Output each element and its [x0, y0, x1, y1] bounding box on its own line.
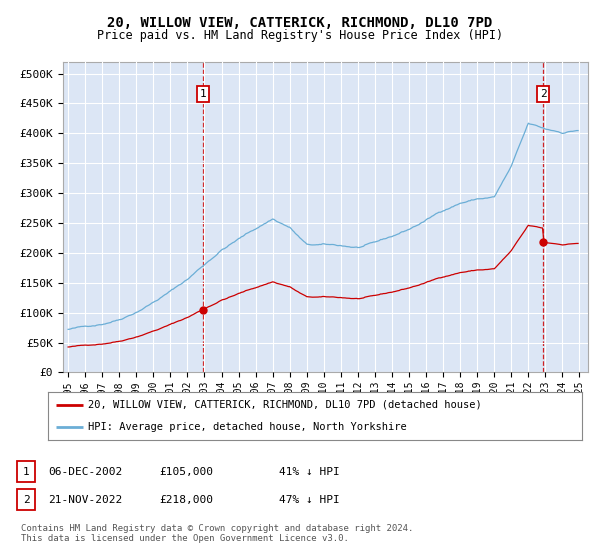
Text: 47% ↓ HPI: 47% ↓ HPI	[279, 494, 340, 505]
Text: 2: 2	[23, 494, 30, 505]
Text: 21-NOV-2022: 21-NOV-2022	[48, 494, 122, 505]
Text: 20, WILLOW VIEW, CATTERICK, RICHMOND, DL10 7PD: 20, WILLOW VIEW, CATTERICK, RICHMOND, DL…	[107, 16, 493, 30]
Text: 41% ↓ HPI: 41% ↓ HPI	[279, 466, 340, 477]
Text: £105,000: £105,000	[159, 466, 213, 477]
Text: Contains HM Land Registry data © Crown copyright and database right 2024.: Contains HM Land Registry data © Crown c…	[21, 524, 413, 533]
Text: 2: 2	[540, 89, 547, 99]
Text: HPI: Average price, detached house, North Yorkshire: HPI: Average price, detached house, Nort…	[88, 422, 407, 432]
Text: £218,000: £218,000	[159, 494, 213, 505]
Text: 1: 1	[200, 89, 206, 99]
Text: This data is licensed under the Open Government Licence v3.0.: This data is licensed under the Open Gov…	[21, 534, 349, 543]
Text: 06-DEC-2002: 06-DEC-2002	[48, 466, 122, 477]
Text: Price paid vs. HM Land Registry's House Price Index (HPI): Price paid vs. HM Land Registry's House …	[97, 29, 503, 42]
Text: 1: 1	[23, 466, 30, 477]
Text: 20, WILLOW VIEW, CATTERICK, RICHMOND, DL10 7PD (detached house): 20, WILLOW VIEW, CATTERICK, RICHMOND, DL…	[88, 400, 482, 410]
